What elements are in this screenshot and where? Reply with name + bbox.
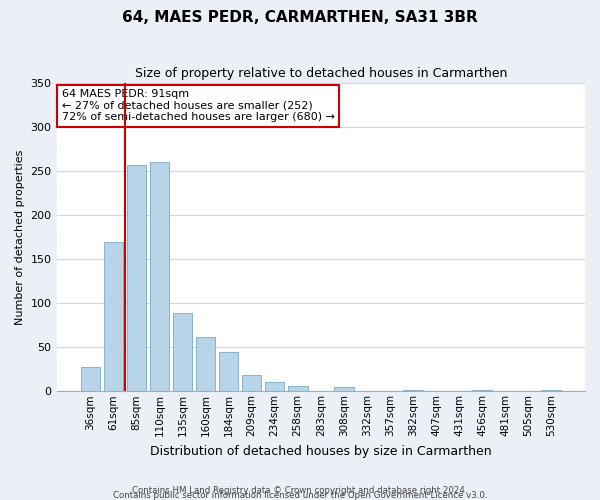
Bar [288,386,308,392]
Bar [403,390,423,392]
Bar [334,387,353,392]
Bar [149,162,169,392]
Bar [472,390,492,392]
Title: Size of property relative to detached houses in Carmarthen: Size of property relative to detached ho… [134,68,507,80]
Bar [80,366,100,392]
Text: Contains public sector information licensed under the Open Government Licence v3: Contains public sector information licen… [113,490,487,500]
Bar [173,313,193,392]
Text: 64, MAES PEDR, CARMARTHEN, SA31 3BR: 64, MAES PEDR, CARMARTHEN, SA31 3BR [122,10,478,25]
Bar [265,382,284,392]
Bar [127,165,146,392]
Text: Contains HM Land Registry data © Crown copyright and database right 2024.: Contains HM Land Registry data © Crown c… [132,486,468,495]
Bar [541,390,561,392]
Bar [219,352,238,392]
Text: 64 MAES PEDR: 91sqm
← 27% of detached houses are smaller (252)
72% of semi-detac: 64 MAES PEDR: 91sqm ← 27% of detached ho… [62,89,335,122]
Bar [104,242,123,392]
Bar [242,374,262,392]
Y-axis label: Number of detached properties: Number of detached properties [15,150,25,325]
X-axis label: Distribution of detached houses by size in Carmarthen: Distribution of detached houses by size … [150,444,491,458]
Bar [196,336,215,392]
